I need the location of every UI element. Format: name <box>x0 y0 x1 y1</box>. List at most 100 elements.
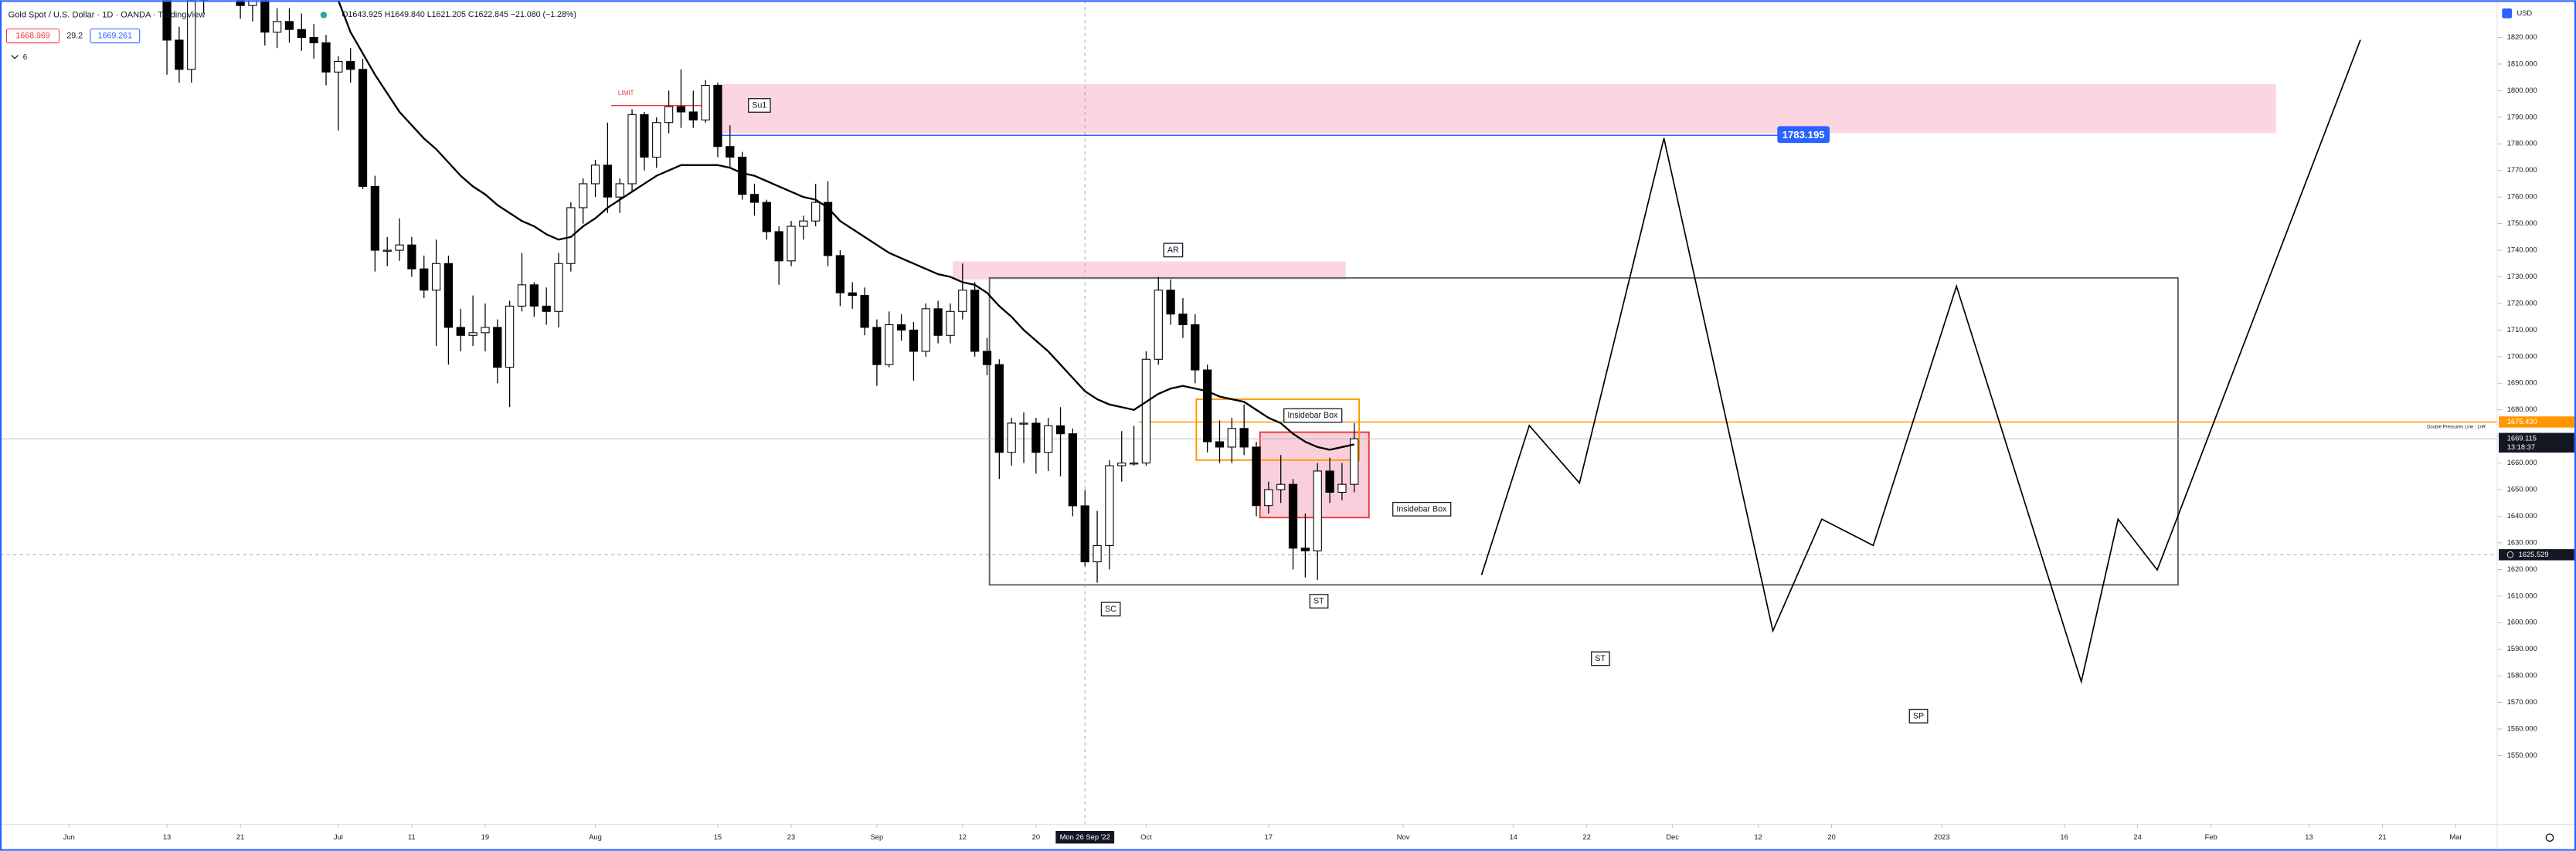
x-tick-label: 12 <box>1754 833 1762 841</box>
spread: 29.2 <box>66 31 83 40</box>
candle-body <box>1055 425 1065 435</box>
crosshair-date-marker <box>1055 830 1115 844</box>
candle-body <box>787 225 796 262</box>
candle-body <box>823 202 833 256</box>
axes: 1550.000 1560.000 1570.000 1580.000 1590.000… <box>63 33 2574 844</box>
y-tick-label: 1580.000 <box>2507 672 2537 680</box>
x-tick-label: 12 <box>959 833 967 841</box>
zone <box>717 83 2276 134</box>
candle-body <box>896 324 906 331</box>
level-badge <box>1777 126 1830 144</box>
market-status-icon <box>320 12 328 19</box>
candle-body <box>505 305 515 368</box>
x-tick-label: Aug <box>589 833 602 841</box>
bid-price[interactable]: 1668.969 <box>15 31 49 40</box>
zone <box>988 276 2179 586</box>
x-tick-label: 16 <box>2060 833 2068 841</box>
candle-body <box>933 308 943 336</box>
crosshair-price-label: 1625.529 <box>2519 551 2549 558</box>
candle-body <box>1191 324 1200 371</box>
candle-body <box>726 146 735 158</box>
y-tick-label: 1650.000 <box>2507 486 2537 493</box>
x-tick-label: 21 <box>2378 833 2386 841</box>
annotation-label: Insidebar Box <box>1287 411 1338 420</box>
candle-body <box>958 290 967 312</box>
candle-body <box>517 284 527 307</box>
y-tick-label: 1760.000 <box>2507 193 2537 201</box>
candle-body <box>456 327 465 336</box>
candle-body <box>982 351 992 365</box>
candle-body <box>1154 290 1163 360</box>
candle-body <box>652 122 661 158</box>
current-price-marker <box>2499 432 2574 453</box>
annotation-box <box>1100 602 1121 617</box>
annotation-box <box>748 98 771 113</box>
candle-body <box>946 310 955 336</box>
x-tick-label: 22 <box>1583 833 1591 841</box>
x-tick-label: 20 <box>1032 833 1040 841</box>
ask-price[interactable]: 1669.261 <box>98 31 132 40</box>
annotation-label: Insidebar Box <box>1396 504 1447 514</box>
x-tick-label: 11 <box>408 833 416 841</box>
candle-body <box>627 114 637 185</box>
candle-body <box>175 39 184 70</box>
ask-box[interactable] <box>90 28 141 44</box>
zone <box>1195 398 1361 461</box>
candle-body <box>248 0 257 6</box>
candle-body <box>579 183 588 209</box>
candle-body <box>297 29 306 39</box>
candle-body <box>994 364 1004 453</box>
y-tick-label: 1610.000 <box>2507 592 2537 599</box>
x-tick-label: 21 <box>236 833 244 841</box>
candle-body <box>738 156 747 195</box>
candle-body <box>1337 483 1347 493</box>
price-axis-marker-label: 1675.430 <box>2507 418 2537 426</box>
candle-body <box>713 84 722 147</box>
x-tick-label: Nov <box>1397 833 1410 841</box>
candle-body <box>493 327 502 368</box>
candle-body <box>1288 483 1298 549</box>
moving-average <box>337 0 1354 451</box>
currency-icon[interactable] <box>2502 8 2513 19</box>
x-tick-label: Sep <box>871 833 884 841</box>
annotation-label: LIMIT <box>618 90 634 97</box>
y-tick-label: 1710.000 <box>2507 326 2537 334</box>
candle-body <box>664 106 674 124</box>
bid-box[interactable] <box>5 28 60 44</box>
candle-body <box>615 183 624 198</box>
ohlc-values: O1643.925 H1649.840 L1621.205 C1622.845 … <box>342 10 576 19</box>
x-tick-label: 14 <box>1509 833 1517 841</box>
annotation-box <box>1908 708 1929 724</box>
candle-body <box>346 60 355 70</box>
price-axis-marker <box>2499 416 2574 428</box>
candle-body <box>236 0 245 6</box>
x-tick-label: 19 <box>481 833 489 841</box>
candle-body <box>1105 465 1114 546</box>
candle-body <box>566 207 576 264</box>
candle-body <box>1068 433 1078 507</box>
candle-body <box>358 69 368 187</box>
x-tick-label: Jun <box>63 833 75 841</box>
candle-body <box>370 185 380 251</box>
candle-body <box>420 268 429 291</box>
y-tick-label: 1600.000 <box>2507 619 2537 626</box>
y-tick-label: 1640.000 <box>2507 512 2537 520</box>
candle-body <box>443 263 454 328</box>
candle-body <box>481 327 490 334</box>
candle-body <box>774 231 783 262</box>
indicators-toggle[interactable] <box>11 55 19 59</box>
y-tick-label: 1660.000 <box>2507 459 2537 466</box>
y-tick-label: 1560.000 <box>2507 725 2537 733</box>
settings-icon[interactable] <box>2545 833 2554 843</box>
currency[interactable]: USD <box>2517 9 2532 17</box>
level-note: Double Pressures Line : 1nR <box>2427 425 2486 429</box>
candle-body <box>1117 463 1127 466</box>
candle-body <box>382 249 392 252</box>
y-tick-label: 1810.000 <box>2507 59 2537 67</box>
candle-body <box>407 244 416 270</box>
candle-body <box>395 244 404 251</box>
y-tick-label: 1820.000 <box>2507 33 2537 41</box>
y-tick-label: 1740.000 <box>2507 246 2537 254</box>
candle-body <box>468 332 477 336</box>
